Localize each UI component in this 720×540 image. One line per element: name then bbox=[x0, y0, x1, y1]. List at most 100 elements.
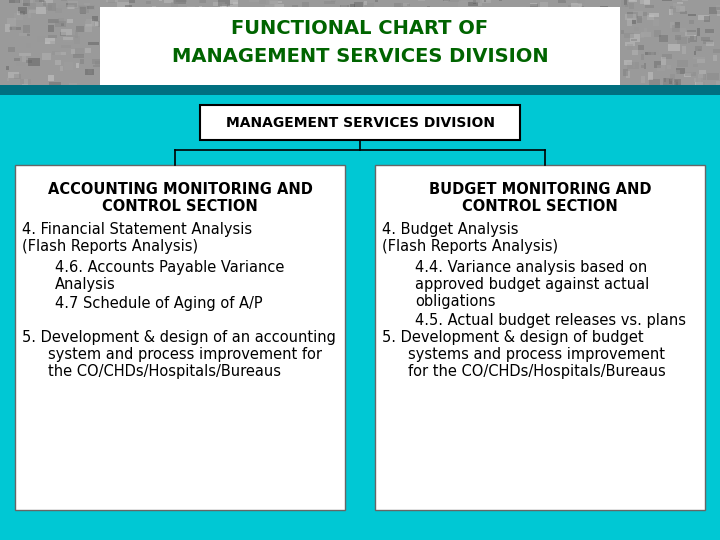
Bar bbox=[505, 19, 516, 24]
Bar bbox=[520, 62, 528, 65]
Bar bbox=[100, 7, 620, 85]
Bar bbox=[48, 75, 54, 82]
Bar bbox=[55, 8, 62, 14]
Bar bbox=[61, 23, 64, 25]
Bar bbox=[425, 60, 431, 66]
Bar bbox=[241, 77, 251, 84]
Bar bbox=[494, 80, 505, 84]
Bar bbox=[601, 56, 604, 61]
Bar bbox=[213, 2, 225, 5]
Bar bbox=[6, 78, 9, 81]
Bar bbox=[36, 7, 46, 14]
Bar bbox=[110, 64, 114, 68]
Bar bbox=[343, 42, 351, 45]
Bar bbox=[207, 52, 210, 57]
Bar bbox=[159, 79, 168, 83]
Bar bbox=[112, 22, 114, 25]
Bar bbox=[642, 31, 651, 37]
Bar bbox=[18, 6, 27, 15]
Bar bbox=[462, 82, 474, 87]
Bar bbox=[220, 31, 227, 34]
Bar bbox=[525, 18, 531, 21]
Bar bbox=[662, 0, 672, 1]
Bar bbox=[100, 45, 107, 50]
Bar bbox=[222, 4, 227, 8]
Text: for the CO/CHDs/Hospitals/Bureaus: for the CO/CHDs/Hospitals/Bureaus bbox=[408, 364, 666, 379]
Bar bbox=[373, 79, 375, 82]
Bar bbox=[552, 69, 554, 76]
Bar bbox=[171, 53, 179, 60]
Bar bbox=[696, 78, 706, 85]
Bar bbox=[385, 63, 390, 71]
Bar bbox=[664, 78, 666, 82]
Bar bbox=[554, 21, 559, 29]
Bar bbox=[501, 50, 505, 53]
Bar bbox=[589, 64, 599, 71]
Bar bbox=[626, 14, 636, 20]
Bar bbox=[32, 72, 37, 79]
Bar bbox=[554, 52, 558, 54]
Bar bbox=[351, 80, 357, 83]
Bar bbox=[623, 69, 628, 76]
Bar bbox=[26, 43, 31, 48]
Text: 4.4. Variance analysis based on: 4.4. Variance analysis based on bbox=[415, 260, 647, 275]
Bar bbox=[256, 19, 259, 22]
Bar bbox=[127, 22, 139, 28]
Bar bbox=[300, 45, 308, 51]
Bar bbox=[546, 83, 552, 88]
Bar bbox=[474, 35, 479, 39]
Bar bbox=[481, 12, 490, 17]
Bar bbox=[374, 22, 384, 29]
Bar bbox=[572, 42, 579, 45]
Bar bbox=[374, 43, 379, 47]
Bar bbox=[102, 35, 107, 39]
Bar bbox=[316, 76, 328, 83]
Bar bbox=[376, 18, 384, 21]
Bar bbox=[336, 31, 348, 35]
Bar bbox=[645, 52, 656, 55]
Bar bbox=[67, 35, 76, 37]
Bar bbox=[556, 41, 558, 45]
Bar bbox=[592, 9, 598, 13]
Bar bbox=[427, 6, 430, 10]
Bar bbox=[342, 7, 350, 14]
Bar bbox=[596, 20, 603, 27]
Bar bbox=[368, 83, 377, 86]
Bar bbox=[473, 0, 476, 4]
Bar bbox=[302, 71, 310, 75]
Bar bbox=[375, 165, 705, 510]
Bar bbox=[48, 25, 54, 32]
Bar bbox=[234, 19, 245, 24]
Bar bbox=[23, 0, 30, 6]
Bar bbox=[559, 0, 566, 3]
Bar bbox=[467, 2, 478, 6]
Bar bbox=[716, 82, 720, 85]
Bar bbox=[654, 19, 659, 26]
Bar bbox=[280, 62, 285, 65]
Bar bbox=[0, 90, 720, 540]
Bar bbox=[458, 55, 462, 61]
Bar bbox=[274, 71, 283, 75]
Bar bbox=[693, 64, 698, 68]
Bar bbox=[579, 75, 586, 78]
Bar bbox=[212, 62, 222, 69]
Bar bbox=[662, 54, 672, 59]
Bar bbox=[176, 0, 186, 2]
Bar bbox=[166, 23, 169, 30]
Bar bbox=[475, 19, 477, 21]
Bar bbox=[671, 9, 679, 16]
Bar bbox=[236, 46, 240, 49]
Bar bbox=[341, 28, 345, 30]
Bar bbox=[577, 0, 580, 4]
Bar bbox=[418, 79, 423, 82]
Bar bbox=[27, 34, 30, 36]
Bar bbox=[600, 17, 610, 23]
Bar bbox=[669, 79, 672, 84]
Bar bbox=[6, 24, 10, 32]
Bar bbox=[314, 60, 324, 64]
Bar bbox=[86, 19, 91, 24]
Bar bbox=[286, 71, 294, 78]
Bar bbox=[624, 0, 627, 5]
Bar bbox=[694, 51, 696, 56]
Bar bbox=[43, 1, 46, 6]
